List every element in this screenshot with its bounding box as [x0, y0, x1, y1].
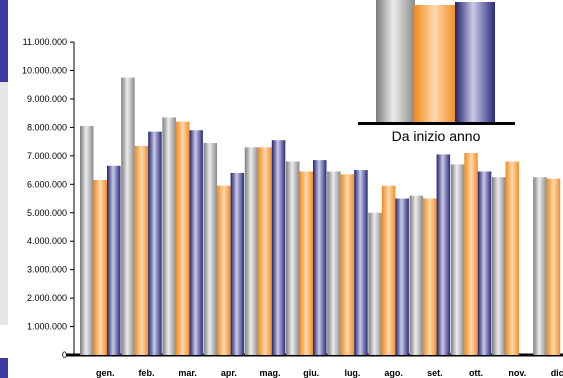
y-tick-label: 8.000.000 [27, 122, 67, 132]
bar-set-series-1 [423, 198, 437, 355]
x-tick-label: giu. [303, 368, 319, 378]
bar-mar-series-0 [162, 117, 176, 355]
bar-ott-series-0 [450, 164, 465, 355]
bar-gen-series-2 [107, 165, 121, 355]
x-tick-label: nov. [508, 368, 526, 378]
strip-band-middle [0, 82, 8, 325]
x-tick-label: ott. [469, 368, 483, 378]
y-tick-label: 1.000.000 [27, 322, 67, 332]
bar-mag-series-0 [244, 147, 259, 355]
x-tick-label: apr. [221, 368, 237, 378]
bar-gen-series-1 [93, 180, 107, 355]
bar-dic-series-0 [533, 177, 547, 355]
labels-layer: 0 1.000.000 2.000.000 3.000.000 4.000.000 5.0… [22, 37, 563, 378]
bar-apr-series-1 [217, 185, 231, 355]
x-tick-label: ago. [384, 368, 403, 378]
bar-set-series-2 [436, 154, 451, 355]
strip-band-top [0, 0, 8, 82]
inset-bar-2 [455, 2, 495, 122]
y-tick-label: 11.000.000 [23, 37, 67, 47]
bars-layer [80, 77, 561, 356]
bar-ago-series-1 [381, 185, 396, 355]
left-decorative-strip [0, 0, 8, 378]
bar-giu-series-1 [299, 171, 313, 355]
y-tick-label: 6.000.000 [27, 179, 67, 189]
bar-mar-series-1 [175, 121, 190, 356]
bar-nov-series-0 [492, 177, 506, 355]
bar-apr-series-0 [203, 143, 218, 355]
bar-feb-series-1 [134, 145, 149, 355]
bar-mag-series-1 [258, 147, 272, 355]
cumulative-inset: Da inizio anno [358, 0, 515, 144]
bar-set-series-0 [409, 195, 424, 355]
inset-bar-1 [414, 5, 455, 122]
y-tick-label: 7.000.000 [27, 151, 67, 161]
x-tick-label: mar. [178, 368, 197, 378]
bar-lug-series-0 [327, 171, 341, 355]
bar-ott-series-1 [464, 153, 478, 355]
bar-gen-series-0 [80, 125, 94, 355]
strip-band-bottom [0, 358, 8, 378]
y-tick-label: 5.000.000 [27, 208, 67, 218]
bar-ott-series-2 [477, 171, 492, 355]
bar-mar-series-2 [189, 130, 203, 355]
bar-ago-series-0 [368, 212, 382, 355]
bar-apr-series-2 [230, 172, 245, 355]
x-tick-label: set. [427, 368, 443, 378]
inset-label: Da inizio anno [392, 128, 481, 144]
x-tick-label: lug. [344, 368, 360, 378]
y-tick-label: 0 [62, 350, 67, 360]
y-tick-label: 2.000.000 [27, 293, 67, 303]
x-tick-label: mag. [260, 368, 281, 378]
y-tick-label: 4.000.000 [27, 236, 67, 246]
bar-giu-series-2 [313, 160, 327, 355]
y-tick-label: 3.000.000 [27, 265, 67, 275]
bar-lug-series-1 [340, 174, 355, 355]
y-tick-label: 9.000.000 [27, 94, 67, 104]
x-tick-label: feb. [138, 368, 154, 378]
inset-bar-0 [376, 0, 415, 122]
bar-lug-series-2 [354, 170, 368, 355]
bar-feb-series-2 [148, 131, 162, 355]
x-tick-label: dic. [551, 368, 563, 378]
x-tick-label: gen. [96, 368, 115, 378]
bar-mag-series-2 [271, 140, 286, 355]
bar-ago-series-2 [395, 198, 409, 355]
y-tick-label: 10.000.000 [22, 66, 67, 76]
bar-feb-series-0 [121, 77, 135, 356]
bar-dic-series-1 [546, 178, 561, 355]
bar-giu-series-0 [286, 161, 300, 355]
bar-nov-series-1 [505, 161, 519, 355]
